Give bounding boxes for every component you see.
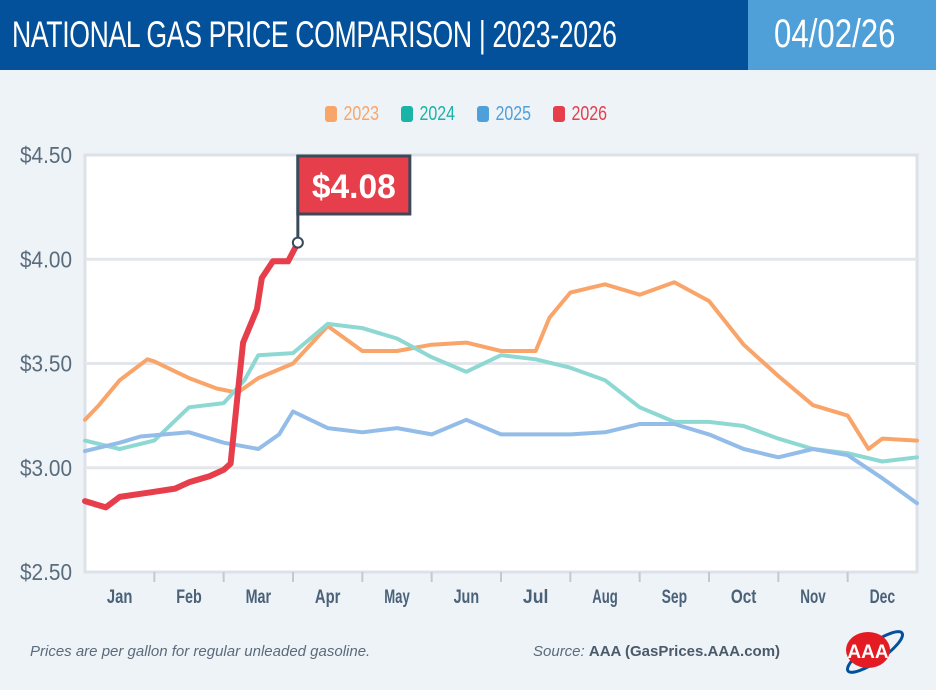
x-tick-label: Jul: [523, 587, 549, 608]
y-tick-label: $4.00: [20, 246, 72, 272]
legend-item-2024: 2024: [400, 103, 460, 126]
date-label: 04/02/26: [774, 12, 896, 56]
y-tick-label: $3.50: [20, 351, 72, 377]
x-tick-label: Mar: [246, 587, 272, 608]
x-tick-label: Oct: [731, 587, 757, 608]
x-tick-label: Aug: [592, 587, 618, 608]
legend-swatch: [476, 106, 489, 122]
svg-text:AAA: AAA: [847, 642, 888, 663]
x-tick-label: Dec: [870, 587, 896, 608]
series-line-2023: [83, 280, 919, 451]
source-link[interactable]: AAA (GasPrices.AAA.com): [588, 643, 781, 660]
x-tick-label: Jan: [107, 587, 133, 608]
x-tick-label: Nov: [800, 587, 826, 608]
callout-point: [291, 236, 304, 249]
series-line-2026: [82, 239, 301, 511]
y-tick-label: $2.50: [20, 559, 72, 585]
legend-label: 2023: [343, 103, 379, 125]
legend: 2023 2024 2025 2026: [0, 103, 936, 126]
source-prefix: Source:: [533, 643, 585, 660]
x-tick-label: Sep: [662, 587, 688, 608]
footer-source: Source: AAA (GasPrices.AAA.com): [533, 643, 780, 660]
legend-swatch: [552, 106, 565, 122]
page-title: NATIONAL GAS PRICE COMPARISON | 2023-202…: [12, 14, 617, 55]
x-tick-label: Feb: [176, 587, 202, 608]
x-tick-label: Jun: [454, 587, 480, 608]
legend-label: 2026: [571, 103, 607, 125]
x-tick-label: May: [384, 587, 410, 608]
legend-label: 2025: [495, 103, 531, 125]
legend-swatch: [324, 106, 337, 122]
x-tick-label: Apr: [315, 587, 341, 608]
price-callout: $4.08: [291, 154, 412, 249]
aaa-logo-icon: AAA: [845, 630, 905, 674]
legend-label: 2024: [419, 103, 455, 125]
legend-item-2023: 2023: [324, 103, 384, 126]
callout-flag: [296, 154, 412, 216]
legend-swatch: [400, 106, 413, 122]
series-line-2024: [83, 321, 919, 464]
callout-value: $4.08: [312, 168, 396, 206]
legend-item-2025: 2025: [476, 103, 536, 126]
y-tick-label: $3.00: [20, 455, 72, 481]
y-tick-label: $4.50: [20, 142, 72, 168]
legend-item-2026: 2026: [552, 103, 612, 126]
series-line-2025: [83, 409, 919, 506]
date-box: 04/02/26: [748, 0, 936, 70]
footer-note: Prices are per gallon for regular unlead…: [30, 643, 371, 660]
header-bar: NATIONAL GAS PRICE COMPARISON | 2023-202…: [0, 0, 748, 70]
